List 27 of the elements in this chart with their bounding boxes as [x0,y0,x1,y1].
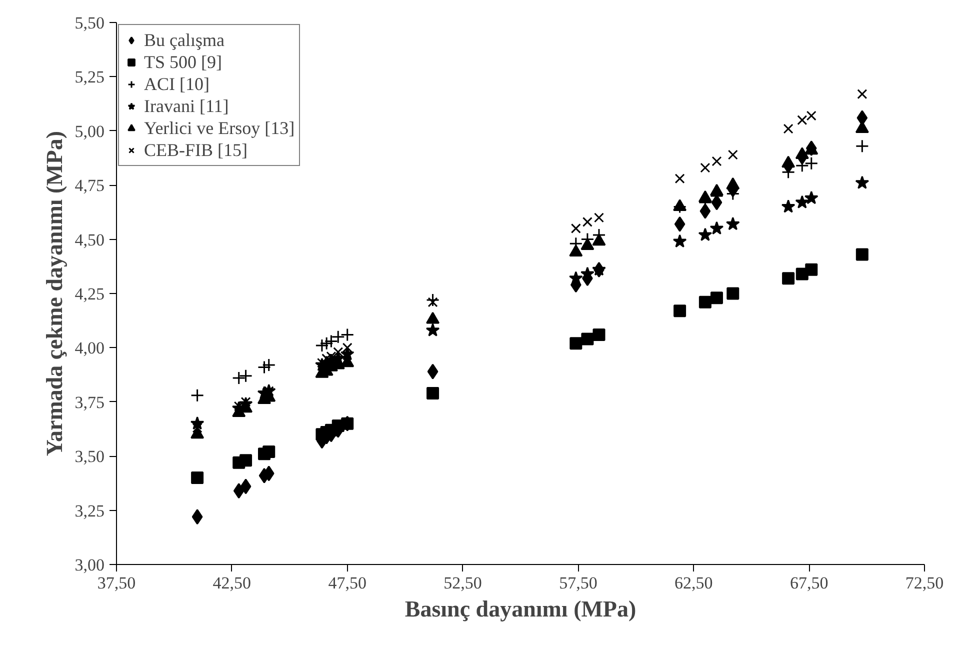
x-tick-label: 52,50 [444,574,482,592]
y-tick-label: 4,00 [74,338,104,358]
y-tick-label: 4,25 [74,284,104,304]
y-tick-label: 4,50 [74,230,104,250]
x-axis-title: Basınç dayanımı (MPa) [404,596,636,622]
legend-label: TS 500 [9] [144,51,222,73]
x-tick-label: 62,50 [674,574,713,592]
y-axis-title: Yarmada çekme dayanımı (MPa) [42,130,67,456]
y-tick-label: 5,00 [74,122,104,141]
legend-label: ACI [10] [144,73,210,95]
x-tick-label: 37,50 [97,574,136,592]
x-tick-label: 47,50 [328,574,366,592]
x-tick-label: 57,50 [559,574,598,592]
y-tick-label: 3,75 [74,392,104,412]
x-tick-label: 42,50 [212,574,252,592]
y-tick-label: 3,00 [74,556,104,574]
y-tick-label: 3,50 [74,447,104,466]
y-tick-label: 4,75 [74,176,104,196]
legend-label: CEB-FIB [15] [144,139,248,161]
y-tick-label: 5,25 [74,68,104,87]
legend-label: Bu çalışma [144,29,224,51]
x-tick-label: 67,50 [790,574,828,592]
legend-label: Iravani [11] [144,95,229,117]
y-tick-label: 3,25 [74,501,104,520]
x-tick-label: 72,50 [905,574,944,592]
legend-label: Yerlici ve Ersoy [13] [144,117,295,139]
y-tick-label: 5,50 [74,14,104,32]
